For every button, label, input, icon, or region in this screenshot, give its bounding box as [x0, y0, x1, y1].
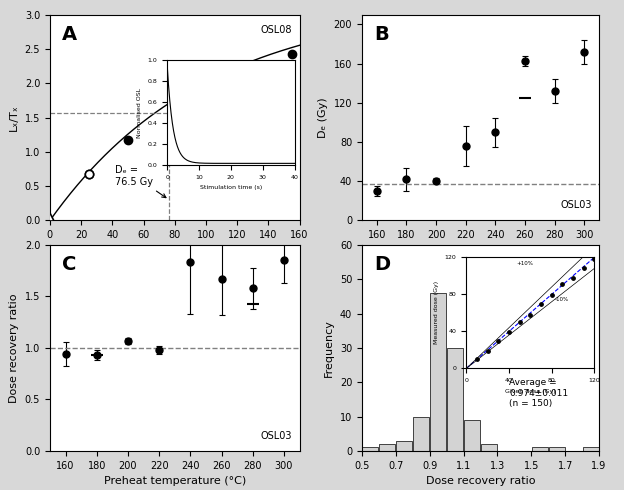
Y-axis label: Frequency: Frequency	[324, 319, 334, 377]
Bar	[548, 447, 565, 451]
Text: Average =
0.974±0.011
(n = 150): Average = 0.974±0.011 (n = 150)	[509, 378, 568, 408]
Text: D: D	[374, 255, 390, 274]
Bar	[481, 444, 497, 451]
Y-axis label: Lₓ/Tₓ: Lₓ/Tₓ	[9, 104, 19, 131]
Bar	[430, 293, 446, 451]
Text: A: A	[62, 25, 77, 44]
Text: OSL08: OSL08	[261, 25, 292, 35]
Bar	[447, 348, 463, 451]
X-axis label: Preheat temperature (°C): Preheat temperature (°C)	[409, 246, 552, 256]
Bar	[379, 444, 396, 451]
X-axis label: Dose (Gy): Dose (Gy)	[147, 246, 202, 256]
Bar	[464, 420, 480, 451]
Bar	[396, 441, 412, 451]
Y-axis label: Dose recovery ratio: Dose recovery ratio	[9, 293, 19, 403]
Y-axis label: Dₑ (Gy): Dₑ (Gy)	[318, 98, 328, 138]
Text: C: C	[62, 255, 77, 274]
X-axis label: Dose recovery ratio: Dose recovery ratio	[426, 476, 535, 486]
Text: OSL03: OSL03	[261, 431, 292, 441]
X-axis label: Preheat temperature (°C): Preheat temperature (°C)	[104, 476, 246, 486]
Bar	[363, 447, 378, 451]
Bar	[413, 416, 429, 451]
Bar	[583, 447, 598, 451]
Text: Dₑ =
76.5 Gy: Dₑ = 76.5 Gy	[115, 165, 166, 197]
Bar	[532, 447, 548, 451]
Text: B: B	[374, 25, 389, 44]
Text: OSL03: OSL03	[560, 200, 592, 210]
